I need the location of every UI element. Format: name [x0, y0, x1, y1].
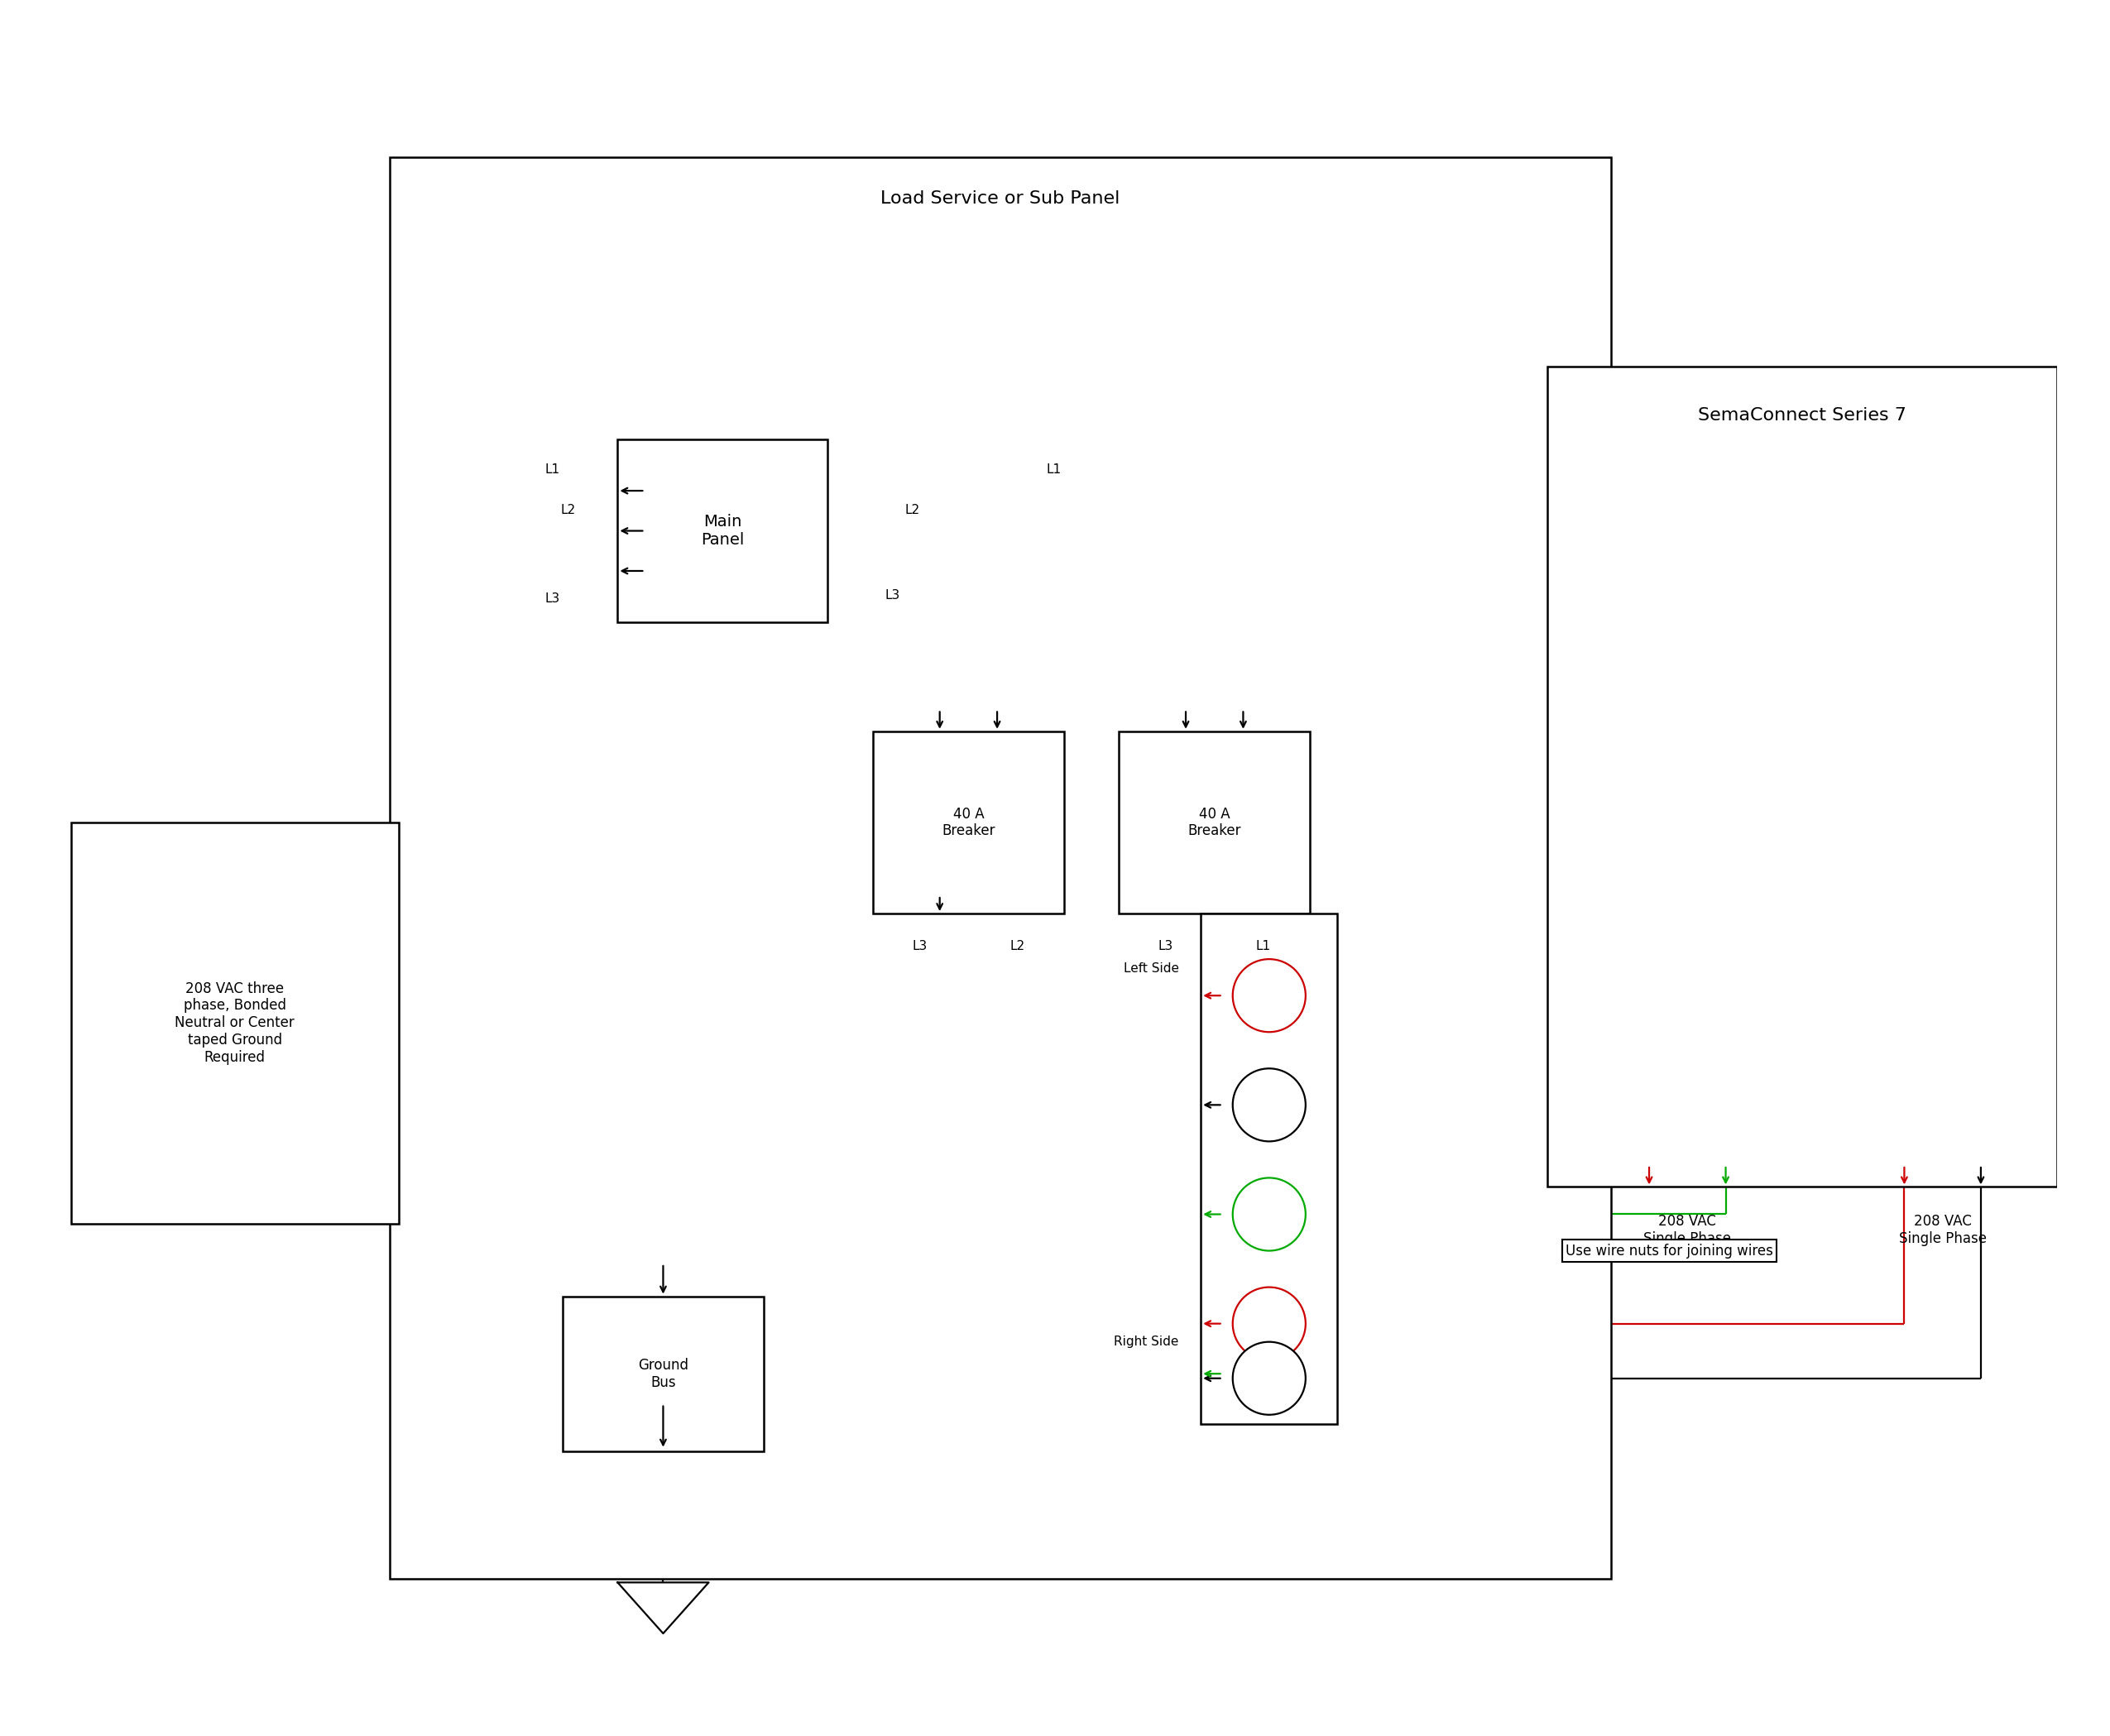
Text: Ground
Bus: Ground Bus	[637, 1358, 688, 1391]
Bar	[874, 731, 1063, 913]
Text: L3: L3	[884, 589, 901, 602]
Text: Left Side: Left Side	[1123, 962, 1179, 974]
Bar	[618, 439, 827, 621]
Bar	[1201, 913, 1338, 1424]
Circle shape	[1232, 1286, 1306, 1359]
Text: L2: L2	[905, 503, 920, 516]
Text: Load Service or Sub Panel: Load Service or Sub Panel	[880, 189, 1120, 207]
Text: 40 A
Breaker: 40 A Breaker	[941, 807, 996, 838]
Text: L2: L2	[1011, 941, 1025, 953]
Text: Main
Panel: Main Panel	[701, 514, 745, 549]
Bar	[1118, 731, 1310, 913]
Bar	[1547, 366, 2057, 1187]
Bar	[563, 1297, 764, 1451]
Text: L1: L1	[1255, 941, 1270, 953]
Text: 208 VAC three
phase, Bonded
Neutral or Center
taped Ground
Required: 208 VAC three phase, Bonded Neutral or C…	[175, 981, 295, 1064]
Bar	[72, 823, 399, 1224]
Text: 208 VAC
Single Phase: 208 VAC Single Phase	[1644, 1213, 1732, 1246]
Circle shape	[1232, 1068, 1306, 1141]
Text: 208 VAC
Single Phase: 208 VAC Single Phase	[1899, 1213, 1986, 1246]
Text: 40 A
Breaker: 40 A Breaker	[1188, 807, 1241, 838]
Circle shape	[1232, 958, 1306, 1031]
Text: L1: L1	[1047, 464, 1061, 476]
Circle shape	[1232, 1342, 1306, 1415]
Bar	[390, 158, 1610, 1578]
Circle shape	[1232, 1177, 1306, 1250]
Text: Use wire nuts for joining wires: Use wire nuts for joining wires	[1566, 1243, 1772, 1259]
Text: SemaConnect Series 7: SemaConnect Series 7	[1699, 406, 1907, 424]
Text: Right Side: Right Side	[1114, 1335, 1179, 1349]
Text: L3: L3	[544, 592, 559, 606]
Text: L2: L2	[561, 503, 576, 516]
Text: L3: L3	[912, 941, 926, 953]
Polygon shape	[618, 1583, 709, 1634]
Text: L3: L3	[1158, 941, 1173, 953]
Text: L1: L1	[544, 464, 559, 476]
